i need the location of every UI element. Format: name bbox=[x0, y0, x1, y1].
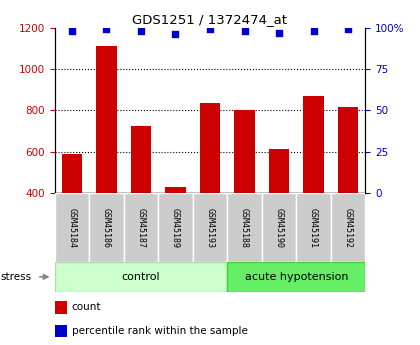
Text: GSM45189: GSM45189 bbox=[171, 208, 180, 248]
Title: GDS1251 / 1372474_at: GDS1251 / 1372474_at bbox=[132, 13, 288, 27]
Point bbox=[207, 27, 213, 32]
Bar bbox=[61, 154, 82, 193]
Bar bbox=[262, 193, 297, 262]
Bar bbox=[297, 193, 331, 262]
Text: GSM45191: GSM45191 bbox=[309, 208, 318, 248]
Text: count: count bbox=[72, 303, 101, 313]
Text: percentile rank within the sample: percentile rank within the sample bbox=[72, 326, 247, 336]
Point bbox=[103, 27, 110, 32]
Point bbox=[310, 28, 317, 34]
Bar bbox=[158, 193, 193, 262]
Point bbox=[138, 28, 144, 34]
Text: control: control bbox=[122, 272, 160, 282]
Point bbox=[172, 31, 179, 37]
Point bbox=[345, 27, 352, 32]
Point bbox=[241, 28, 248, 34]
Bar bbox=[193, 193, 227, 262]
Bar bbox=[227, 193, 262, 262]
Text: GSM45192: GSM45192 bbox=[344, 208, 353, 248]
Text: GSM45186: GSM45186 bbox=[102, 208, 111, 248]
Bar bbox=[55, 325, 67, 337]
Bar bbox=[123, 193, 158, 262]
Bar bbox=[55, 301, 67, 314]
Bar bbox=[165, 187, 186, 193]
Bar bbox=[55, 193, 89, 262]
Text: GSM45193: GSM45193 bbox=[205, 208, 215, 248]
Bar bbox=[55, 262, 227, 292]
Bar bbox=[96, 46, 117, 193]
Text: GSM45190: GSM45190 bbox=[275, 208, 284, 248]
Point bbox=[276, 30, 282, 35]
Bar bbox=[131, 126, 151, 193]
Text: GSM45188: GSM45188 bbox=[240, 208, 249, 248]
Bar bbox=[303, 96, 324, 193]
Bar bbox=[338, 107, 359, 193]
Bar bbox=[331, 193, 365, 262]
Bar bbox=[200, 103, 221, 193]
Bar bbox=[227, 262, 365, 292]
Text: acute hypotension: acute hypotension bbox=[244, 272, 348, 282]
Bar bbox=[269, 149, 289, 193]
Point bbox=[68, 28, 75, 34]
Text: GSM45187: GSM45187 bbox=[136, 208, 145, 248]
Text: stress: stress bbox=[1, 272, 32, 282]
Bar bbox=[234, 110, 255, 193]
Bar bbox=[89, 193, 123, 262]
Text: GSM45184: GSM45184 bbox=[67, 208, 76, 248]
